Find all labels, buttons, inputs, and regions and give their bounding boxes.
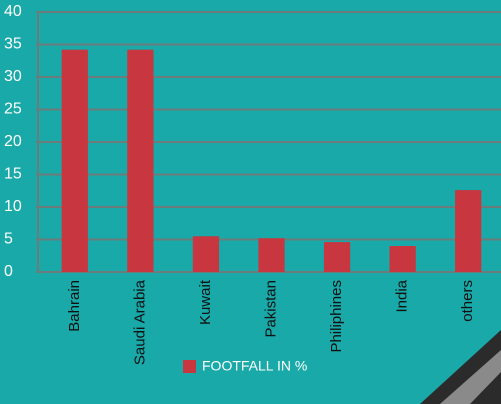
x-tick-label: Philiphines [328, 280, 345, 353]
bar [389, 246, 416, 272]
bar [455, 190, 482, 272]
decor-photo-highlight [440, 350, 501, 404]
y-tick-label: 30 [4, 68, 22, 85]
y-tick-label: 35 [4, 36, 22, 53]
bar [61, 49, 88, 273]
y-tick-label: 20 [4, 133, 22, 150]
y-tick-label: 10 [4, 198, 22, 215]
bar [127, 49, 154, 273]
bar [258, 238, 285, 272]
legend-swatch [183, 360, 196, 373]
y-tick-label: 5 [4, 231, 13, 248]
x-tick-label: Pakistan [262, 280, 279, 338]
x-tick-label: India [394, 279, 411, 312]
x-tick-label: Bahrain [66, 280, 83, 332]
bar [323, 242, 351, 272]
y-tick-label: 0 [4, 263, 13, 280]
y-tick-label: 40 [4, 3, 22, 20]
x-tick-label: Saudi Arabia [131, 279, 148, 365]
y-tick-label: 25 [4, 101, 22, 118]
bar [192, 236, 220, 272]
legend-label: FOOTFALL IN % [202, 358, 307, 374]
x-tick-label: others [459, 280, 476, 322]
x-tick-label: Kuwait [197, 279, 214, 325]
y-tick-label: 15 [4, 166, 22, 183]
